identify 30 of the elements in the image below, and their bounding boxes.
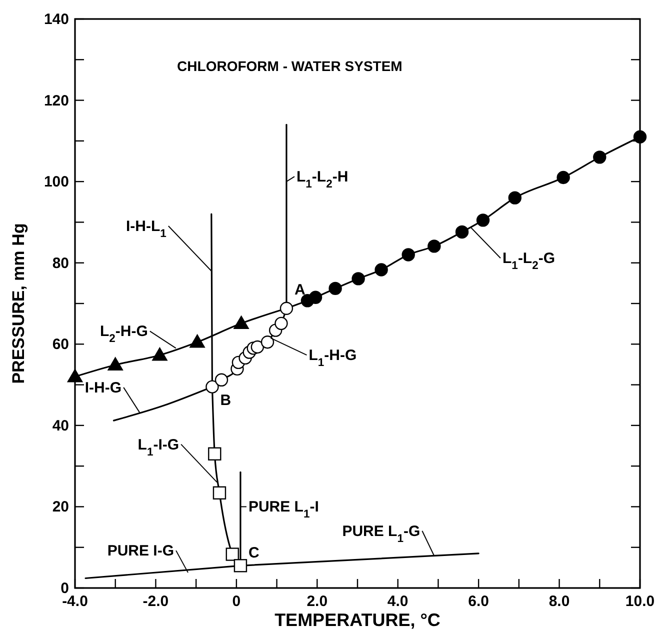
x-tick-label: 2.0 [306,593,328,610]
y-tick-label: 120 [44,92,69,110]
annotation: L$_{1}$-I-G [138,436,180,458]
y-tick-label: 140 [44,11,69,28]
annotation: L$_{1}$-L$_{2}$-G [502,250,556,272]
annotation: B [220,392,232,409]
annotation: L$_{1}$-L$_{2}$-H [296,168,348,191]
x-tick-label: 10.0 [625,593,655,610]
annotation: I-H-L$_{1}$ [126,218,166,240]
y-tick-label: 100 [44,174,69,191]
y-tick-label: 80 [52,254,69,272]
annotation: PURE L$_{1}$-G [342,522,420,545]
annotation: L$_{2}$-H-G [100,323,148,346]
annotation: C [248,544,260,562]
annotation: PURE L$_{1}$-I [248,498,319,521]
annotation: A [294,281,306,298]
annotation: L$_{1}$-H-G [308,347,357,370]
y-tick-label: 40 [52,417,69,434]
y-tick-label: 20 [52,498,69,516]
x-tick-label: -2.0 [142,593,169,610]
annotation: PURE I-G [107,542,174,560]
text: CHLOROFORM - WATER SYSTEM [177,58,402,74]
x-tick-label: 8.0 [548,593,570,610]
y-axis-title: PRESSURE, mm Hg [9,223,28,384]
x-axis-title: TEMPERATURE, °C [274,610,440,630]
y-tick-label: 60 [52,336,69,354]
x-tick-label: 0 [232,593,241,610]
x-tick-label: 6.0 [468,593,489,610]
x-tick-label: 4.0 [387,593,408,610]
annotation: I-H-G [84,379,122,396]
